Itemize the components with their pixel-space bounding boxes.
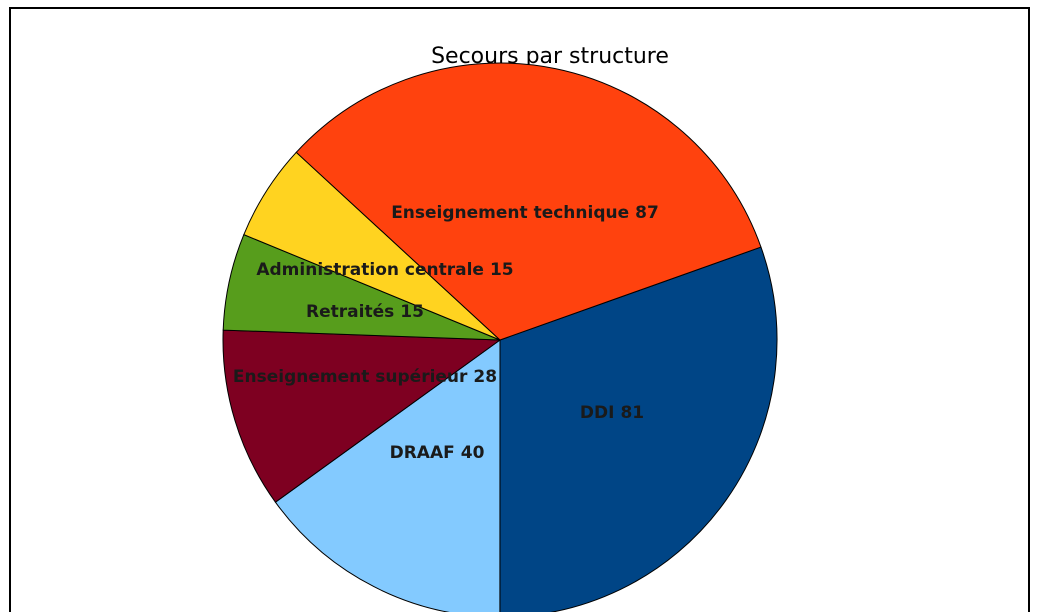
label-name: Enseignement supérieur xyxy=(233,367,468,387)
label-name: Administration centrale xyxy=(256,260,484,280)
label-name: DDI xyxy=(580,403,615,423)
data-label: DRAAF 40 xyxy=(390,443,485,463)
frame xyxy=(9,7,1030,612)
label-name: DRAAF xyxy=(390,443,455,463)
slice xyxy=(222,329,502,503)
data-label: Enseignement technique 87 xyxy=(391,203,659,223)
label-name: Enseignement technique xyxy=(391,203,629,223)
label-value: 81 xyxy=(620,403,644,423)
data-label: Enseignement supérieur 28 xyxy=(233,367,497,387)
data-label: DDI 81 xyxy=(580,403,644,423)
slice xyxy=(499,246,778,612)
slice xyxy=(295,62,762,341)
label-value: 15 xyxy=(490,260,514,280)
pie xyxy=(222,62,778,612)
label-name: Retraités xyxy=(306,302,394,322)
label-value: 87 xyxy=(635,203,659,223)
data-label: Retraités 15 xyxy=(306,302,424,322)
slice xyxy=(274,339,501,612)
label-value: 40 xyxy=(461,443,485,463)
labels: DDI 81 DRAAF 40 Enseignement supérieur 28 Retr… xyxy=(233,203,659,463)
label-value: 28 xyxy=(473,367,497,387)
label-value: 15 xyxy=(400,302,424,322)
data-label: Administration centrale 15 xyxy=(256,260,513,280)
